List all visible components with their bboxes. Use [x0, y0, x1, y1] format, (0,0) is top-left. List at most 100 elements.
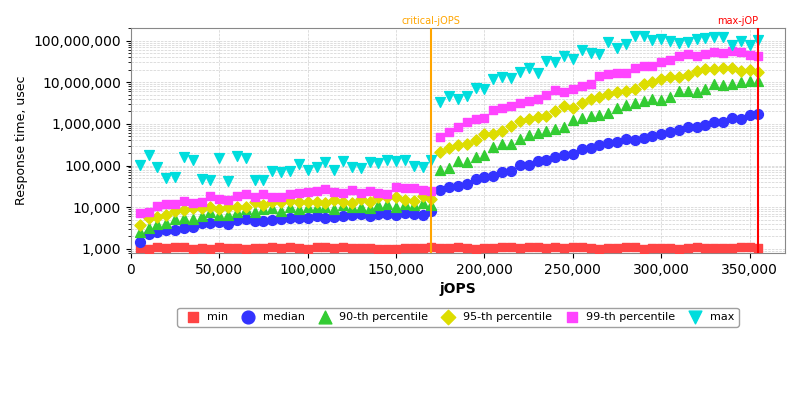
- 99-th percentile: [257, 191, 270, 197]
- 99-th percentile: [549, 87, 562, 93]
- min: [575, 244, 588, 250]
- max: [673, 40, 686, 46]
- median: [566, 151, 579, 157]
- 95-th percentile: [337, 199, 350, 205]
- 99-th percentile: [717, 50, 730, 56]
- 99-th percentile: [310, 188, 323, 194]
- 90-th percentile: [274, 207, 287, 214]
- 95-th percentile: [514, 118, 526, 124]
- X-axis label: jOPS: jOPS: [439, 282, 476, 296]
- 99-th percentile: [496, 105, 509, 111]
- max: [178, 154, 190, 160]
- 90-th percentile: [186, 216, 199, 222]
- min: [186, 246, 199, 252]
- median: [602, 140, 614, 146]
- min: [416, 245, 429, 251]
- 90-th percentile: [690, 88, 703, 95]
- 95-th percentile: [752, 69, 765, 75]
- 90-th percentile: [381, 201, 394, 207]
- 95-th percentile: [460, 141, 473, 148]
- min: [717, 244, 730, 251]
- 90-th percentile: [602, 110, 614, 116]
- median: [257, 217, 270, 224]
- 99-th percentile: [734, 49, 747, 55]
- 90-th percentile: [549, 126, 562, 132]
- min: [549, 244, 562, 250]
- 99-th percentile: [628, 65, 641, 72]
- max: [381, 156, 394, 163]
- 95-th percentile: [328, 197, 341, 203]
- 90-th percentile: [646, 96, 659, 102]
- 99-th percentile: [195, 199, 208, 206]
- 90-th percentile: [398, 201, 411, 207]
- max: [134, 162, 146, 168]
- max: [487, 76, 500, 82]
- 99-th percentile: [337, 190, 350, 196]
- 95-th percentile: [637, 81, 650, 87]
- median: [293, 214, 306, 221]
- min: [540, 245, 553, 252]
- median: [584, 144, 597, 151]
- 90-th percentile: [619, 102, 632, 108]
- 95-th percentile: [248, 199, 261, 205]
- 90-th percentile: [487, 144, 500, 150]
- 90-th percentile: [628, 99, 641, 106]
- max: [337, 158, 350, 164]
- max: [531, 69, 544, 76]
- median: [142, 231, 155, 237]
- 95-th percentile: [134, 222, 146, 228]
- min: [646, 245, 659, 251]
- max: [743, 42, 756, 49]
- median: [381, 210, 394, 217]
- min: [752, 245, 765, 252]
- max: [204, 177, 217, 184]
- 90-th percentile: [584, 113, 597, 120]
- min: [328, 244, 341, 251]
- 95-th percentile: [363, 198, 376, 205]
- 95-th percentile: [204, 204, 217, 211]
- min: [239, 246, 252, 252]
- max: [575, 47, 588, 53]
- 90-th percentile: [310, 204, 323, 210]
- 99-th percentile: [284, 190, 297, 197]
- median: [673, 127, 686, 134]
- min: [319, 244, 332, 251]
- max: [646, 37, 659, 43]
- 90-th percentile: [717, 82, 730, 89]
- 90-th percentile: [416, 200, 429, 206]
- 99-th percentile: [169, 201, 182, 207]
- 95-th percentile: [602, 91, 614, 98]
- max: [151, 164, 164, 171]
- min: [204, 245, 217, 252]
- 90-th percentile: [328, 206, 341, 212]
- 95-th percentile: [690, 68, 703, 74]
- min: [293, 245, 306, 251]
- 99-th percentile: [593, 72, 606, 79]
- 95-th percentile: [160, 212, 173, 218]
- 99-th percentile: [602, 71, 614, 78]
- max: [319, 158, 332, 165]
- median: [390, 212, 402, 218]
- 90-th percentile: [558, 124, 570, 130]
- median: [743, 111, 756, 118]
- median: [204, 220, 217, 226]
- min: [566, 244, 579, 250]
- median: [337, 213, 350, 219]
- 90-th percentile: [708, 81, 721, 87]
- median: [646, 133, 659, 140]
- 95-th percentile: [717, 65, 730, 71]
- 99-th percentile: [540, 92, 553, 98]
- max: [549, 59, 562, 66]
- max: [460, 92, 473, 99]
- 90-th percentile: [134, 229, 146, 236]
- max: [390, 158, 402, 164]
- min: [673, 245, 686, 252]
- 99-th percentile: [328, 189, 341, 195]
- min: [337, 244, 350, 250]
- 95-th percentile: [610, 89, 623, 95]
- max: [699, 35, 712, 41]
- max: [363, 159, 376, 165]
- 90-th percentile: [204, 209, 217, 215]
- 95-th percentile: [628, 86, 641, 92]
- max: [664, 38, 677, 44]
